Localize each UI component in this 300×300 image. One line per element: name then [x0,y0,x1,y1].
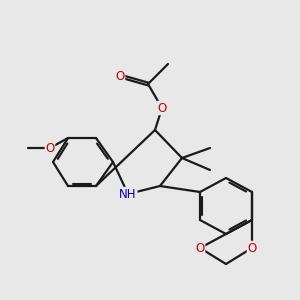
Text: O: O [45,142,55,154]
Text: O: O [195,242,205,254]
Text: O: O [248,242,256,254]
Text: NH: NH [119,188,137,200]
Text: O: O [158,101,166,115]
Text: O: O [116,70,124,83]
